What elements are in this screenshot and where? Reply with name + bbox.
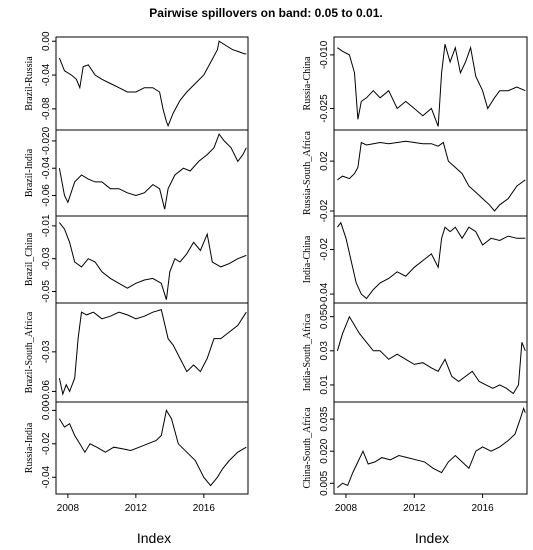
panel-frame [333,401,528,495]
y-axis-label: Brazil-South_Africa [24,311,35,393]
panel-3: -0.01 -0.03 -0.05 Brazil_China [24,214,249,304]
y-tick-label: -0.06 [41,184,52,207]
series-line [337,140,526,212]
panel-frame [55,401,249,495]
x-tick-label: 2016 [471,503,494,514]
y-axis-label: Brazil-India [24,148,35,197]
panel-8: -0.02 -0.04 India-China [302,215,528,305]
y-tick-label: -0.04 [41,465,52,488]
panel-6: -0.010 -0.025 Russia-China [302,36,528,131]
y-axis-label: India-South_Africa [302,313,313,391]
panel-frame [333,36,528,131]
y-axis-label: India-China [302,235,313,283]
panel-4: -0.03 -0.06 Brazil-South_Africa [24,302,249,403]
y-tick-label: -0.04 [319,282,330,305]
x-tick-label: 2008 [335,503,358,514]
y-tick-label: -0.010 [319,40,330,69]
y-axis-label: Russia-India [24,422,35,473]
y-tick-label: -0.03 [41,340,52,363]
panel-frame [55,215,249,304]
series-line [58,40,247,128]
y-tick-label: 0.020 [319,438,330,463]
panel-frame [333,302,528,403]
panel-frame [333,215,528,304]
y-tick-label: -0.04 [41,156,52,179]
y-tick-label: -0.02 [319,199,330,222]
y-tick-label: -0.06 [41,380,52,403]
panel-frame [55,129,249,217]
y-tick-label: -0.025 [319,94,330,123]
y-axis-label: Brazil_China [24,232,35,286]
x-axis-label-right: Index [415,530,449,546]
y-tick-label: -0.08 [41,97,52,120]
y-tick-label: 0.005 [319,470,330,495]
x-tick-label: 2008 [57,503,80,514]
panels: 0.00-0.04-0.08Brazil-Russia-0.020-0.04-0… [24,31,528,514]
x-tick-label: 2016 [193,503,216,514]
y-axis-label: Russia-South_Africa [302,131,313,215]
x-tick-label: 2012 [125,503,148,514]
series-line [58,308,247,396]
panel-frame [55,302,249,403]
panel-2: -0.020-0.04 -0.06 Brazil-India [24,126,249,217]
series-line [337,221,526,300]
y-tick-label: -0.01 [41,214,52,237]
panel-1: 0.00 -0.04 -0.08 Brazil-Russia [24,31,249,131]
y-tick-label: 0.00 [41,31,52,51]
y-tick-label: -0.04 [41,63,52,86]
y-tick-label: 0.035 [319,406,330,431]
series-line [337,406,526,488]
y-axis-label: China-South_Africa [302,407,313,489]
panel-10: 0.035 0.020 0.005 China-South_Africa 2008 201… [302,401,528,514]
series-line [336,315,526,395]
x-axis-label-left: Index [137,530,171,546]
chart-title: Pairwise spillovers on band: 0.05 to 0.0… [149,6,382,20]
y-tick-label: 0.03 [319,341,330,361]
series-line [58,133,247,210]
y-tick-label: 0.050 [319,304,330,329]
panel-9: 0.050 0.03 0.01 India-South_Africa [302,302,528,403]
panel-5: 0.00 -0.02 -0.04 Russia-India 2008 2012 2016 [24,400,249,514]
y-tick-label: 0.02 [319,151,330,171]
series-line [58,409,247,487]
x-tick-label: 2012 [403,503,426,514]
panel-frame [55,36,249,131]
y-tick-label: -0.03 [41,247,52,270]
series-line [337,44,526,127]
y-tick-label: -0.02 [41,432,52,455]
y-tick-label: -0.020 [41,126,52,155]
y-tick-label: -0.02 [319,238,330,261]
series-line [59,222,247,300]
y-axis-label: Brazil-Russia [24,56,35,111]
y-tick-label: 0.01 [319,375,330,395]
y-axis-label: Russia-China [302,56,313,110]
y-tick-label: -0.05 [41,280,52,303]
y-tick-label: 0.00 [41,400,52,420]
panel-7: 0.02 -0.02 Russia-South_Africa [302,129,528,222]
